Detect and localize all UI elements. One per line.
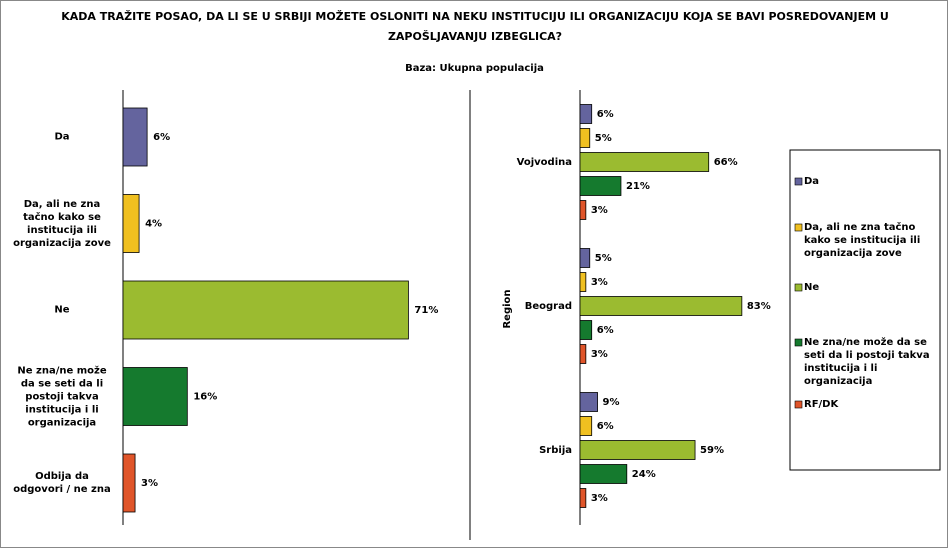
value-label: 9% <box>603 397 620 408</box>
legend-swatch <box>794 177 803 186</box>
value-label: 6% <box>597 109 614 120</box>
legend-label: Ne <box>804 282 820 293</box>
bar <box>579 320 593 340</box>
y-axis-label: Region <box>502 289 513 328</box>
legend-swatch <box>794 338 803 347</box>
category-label: Srbija <box>539 445 572 456</box>
value-label: 5% <box>595 253 612 264</box>
bar <box>579 272 587 292</box>
value-label: 6% <box>153 132 170 143</box>
subtitle: Baza: Ukupna populacija <box>405 63 544 74</box>
bar <box>122 453 136 513</box>
legend-label: RF/DK <box>804 399 839 410</box>
value-label: 59% <box>700 445 724 456</box>
value-label: 3% <box>591 349 608 360</box>
legend-swatch <box>794 400 803 409</box>
bar <box>579 464 628 484</box>
bar <box>579 296 743 316</box>
value-label: 21% <box>626 181 650 192</box>
value-label: 3% <box>591 205 608 216</box>
bar <box>579 488 587 508</box>
legend-label: Da, ali ne zna tačno kako se institucija… <box>804 222 921 259</box>
value-label: 71% <box>414 305 438 316</box>
legend-label: Da <box>804 176 820 187</box>
bar <box>579 392 598 412</box>
category-label: Ne <box>54 304 70 316</box>
category-label: Odbija da odgovori / ne zna <box>13 471 111 495</box>
bar <box>579 152 710 172</box>
bar <box>122 280 409 340</box>
legend-swatch <box>794 283 803 292</box>
category-label: Vojvodina <box>517 157 572 168</box>
value-label: 3% <box>591 493 608 504</box>
bar <box>122 107 148 167</box>
value-label: 3% <box>591 277 608 288</box>
category-label: Ne zna/ne može da se seti da li postoji … <box>17 365 107 428</box>
value-label: 6% <box>597 325 614 336</box>
category-label: Da, ali ne zna tačno kako se institucija… <box>13 198 111 249</box>
bar <box>579 176 622 196</box>
bar <box>122 367 188 426</box>
legend-box <box>789 149 941 471</box>
bar <box>579 248 591 268</box>
bar <box>122 194 140 253</box>
value-label: 66% <box>714 157 738 168</box>
value-label: 83% <box>747 301 771 312</box>
value-label: 5% <box>595 133 612 144</box>
bar <box>579 128 591 148</box>
title: KADA TRAŽITE POSAO, DA LI SE U SRBIJI MO… <box>61 10 889 43</box>
bar <box>579 416 593 436</box>
bar <box>579 104 593 124</box>
legend-swatch <box>794 223 803 232</box>
value-label: 16% <box>193 392 217 403</box>
bar <box>579 344 587 364</box>
value-label: 6% <box>597 421 614 432</box>
bar <box>579 440 696 460</box>
category-label: Beograd <box>525 301 572 312</box>
category-label: Da <box>54 131 70 143</box>
value-label: 24% <box>632 469 656 480</box>
value-label: 4% <box>145 219 162 230</box>
bar <box>579 200 587 220</box>
legend-label: Ne zna/ne može da se seti da li postoji … <box>804 337 930 387</box>
value-label: 3% <box>141 478 158 489</box>
